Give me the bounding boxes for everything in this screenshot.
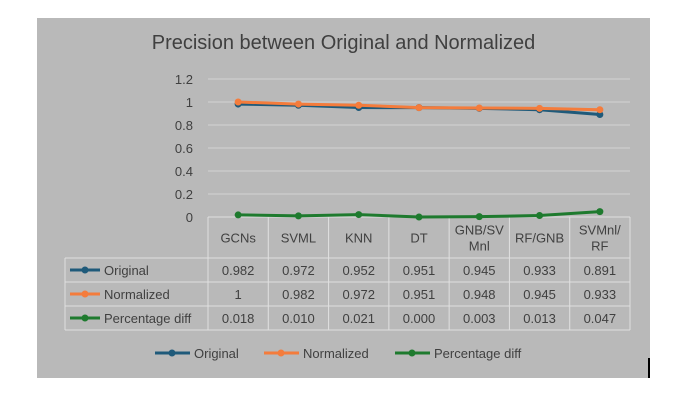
category-label: RF: [591, 239, 608, 254]
table-value: 0.948: [463, 287, 496, 302]
table-value: 0.951: [403, 263, 436, 278]
table-legend-marker: [81, 314, 89, 322]
category-label: Mnl: [469, 239, 490, 254]
data-point: [234, 211, 242, 219]
data-point: [536, 104, 544, 112]
table-value: 0.891: [584, 263, 617, 278]
data-point: [415, 213, 423, 221]
y-tick-label: 0.6: [175, 141, 193, 156]
data-point: [475, 104, 483, 112]
data-point: [596, 106, 604, 114]
table-series-label: Percentage diff: [104, 311, 192, 326]
chart-plot: 0 0.2 0.4 0.6 0.8 1 1.2 GCNs SVML KNN DT GNB/SVMnl R…: [64, 72, 631, 361]
table-value: 0.945: [523, 287, 556, 302]
table-value: 0.013: [523, 311, 556, 326]
y-tick-label: 0.4: [175, 164, 193, 179]
table-value: 0.952: [342, 263, 375, 278]
data-point: [475, 213, 483, 221]
table-series-label: Original: [104, 263, 149, 278]
data-point: [294, 212, 302, 220]
legend-label: Original: [194, 346, 239, 361]
chart-title: Precision between Original and Normalize…: [151, 32, 536, 54]
data-point: [596, 208, 604, 216]
legend-label: Percentage diff: [434, 346, 522, 361]
category-label: KNN: [345, 231, 372, 246]
table-value: 0.933: [584, 287, 617, 302]
table-value: 0.933: [523, 263, 556, 278]
y-tick-label: 0.2: [175, 187, 193, 202]
table-value: 0.010: [282, 311, 315, 326]
table-value: 0.003: [463, 311, 496, 326]
decorative-mark: [648, 358, 650, 378]
data-point: [536, 212, 544, 220]
y-tick-label: 0: [186, 210, 193, 225]
category-label: GCNs: [220, 231, 256, 246]
table-value: 0.982: [282, 287, 315, 302]
table-series-label: Normalized: [104, 287, 170, 302]
table-legend-marker: [81, 290, 89, 298]
category-label: SVML: [281, 231, 316, 246]
data-point: [355, 211, 363, 219]
legend-marker: [168, 349, 176, 357]
category-label: DT: [410, 231, 427, 246]
category-label: RF/GNB: [515, 231, 564, 246]
y-tick-label: 0.8: [175, 118, 193, 133]
table-value: 0.047: [584, 311, 617, 326]
data-point: [355, 101, 363, 109]
table-value: 0.000: [403, 311, 436, 326]
legend-marker: [277, 349, 285, 357]
chart-area: Precision between Original and Normalize…: [37, 18, 650, 378]
y-tick-label: 1.2: [175, 72, 193, 87]
table-legend-marker: [81, 266, 89, 274]
table-value: 0.021: [342, 311, 375, 326]
data-point: [294, 100, 302, 108]
legend-label: Normalized: [303, 346, 369, 361]
table-value: 0.972: [342, 287, 375, 302]
data-point: [415, 104, 423, 112]
legend-marker: [408, 349, 416, 357]
table-value: 0.951: [403, 287, 436, 302]
table-value: 0.982: [222, 263, 255, 278]
table-value: 0.018: [222, 311, 255, 326]
y-tick-label: 1: [186, 95, 193, 110]
data-point: [234, 98, 242, 106]
table-value: 0.972: [282, 263, 315, 278]
data-point: [596, 111, 604, 119]
category-label: SVMnl/: [579, 223, 621, 238]
table-value: 1: [235, 287, 242, 302]
table-value: 0.945: [463, 263, 496, 278]
category-label: GNB/SV: [455, 223, 504, 238]
